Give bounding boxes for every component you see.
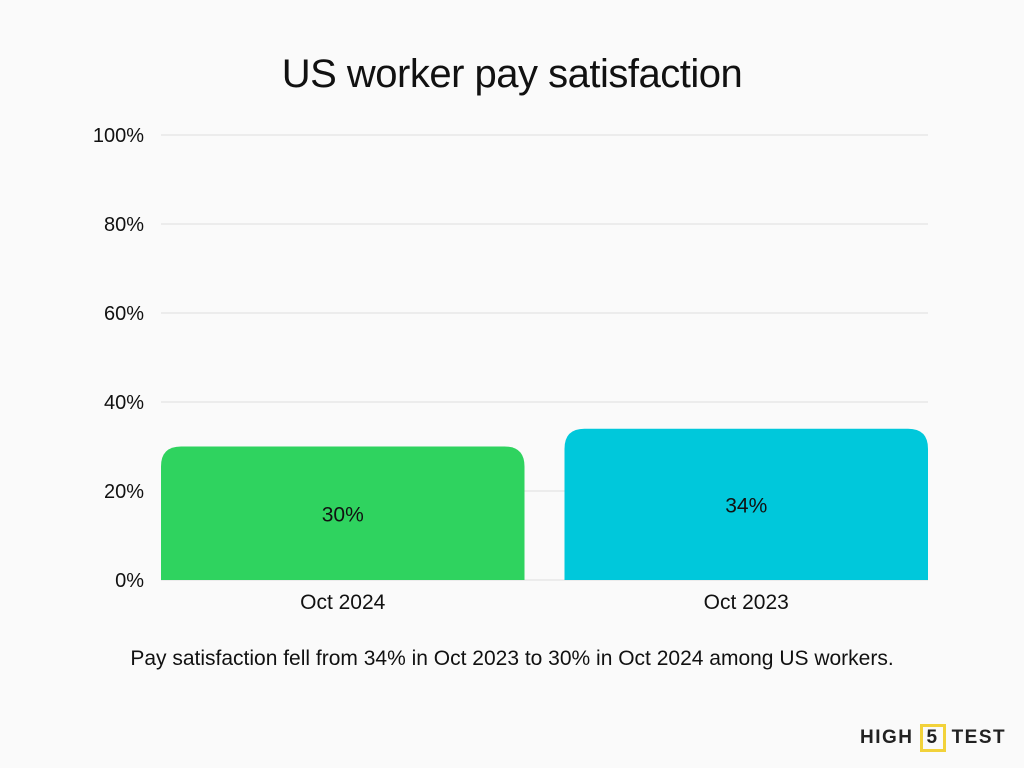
logo-text-right: TEST bbox=[951, 727, 1007, 748]
x-tick-label: Oct 2023 bbox=[704, 591, 789, 614]
bar-oct-2023 bbox=[564, 428, 928, 580]
y-tick-label: 60% bbox=[104, 303, 144, 325]
chart-title: US worker pay satisfaction bbox=[281, 52, 743, 96]
logo-text-left: HIGH bbox=[860, 727, 914, 748]
chart-caption: Pay satisfaction fell from 34% in Oct 20… bbox=[130, 647, 894, 670]
high5test-logo: HIGH 5 TEST bbox=[860, 724, 1006, 752]
y-tick-label: 100% bbox=[93, 125, 144, 147]
y-tick-label: 40% bbox=[104, 392, 144, 414]
y-tick-label: 20% bbox=[104, 481, 144, 503]
x-tick-label: Oct 2024 bbox=[300, 591, 386, 614]
y-tick-label: 80% bbox=[104, 214, 144, 236]
data-label: 34% bbox=[725, 494, 767, 517]
bar-oct-2024 bbox=[161, 446, 525, 580]
data-label: 30% bbox=[322, 503, 364, 526]
bar-chart: 0% 20% 40% 60% 80% 100% 30% Oct 2024 34% Oct 2023 bbox=[93, 125, 928, 614]
y-tick-label: 0% bbox=[115, 570, 144, 592]
logo-five-box: 5 bbox=[919, 724, 946, 752]
